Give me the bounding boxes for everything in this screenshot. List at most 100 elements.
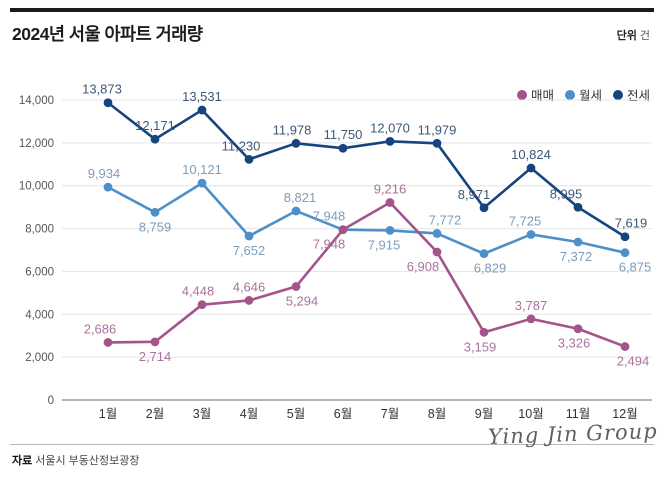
data-label: 11,978 bbox=[273, 122, 312, 137]
data-point bbox=[103, 98, 113, 108]
source-note-text: 서울시 부동산정보광장 bbox=[35, 455, 140, 467]
data-label: 8,821 bbox=[284, 190, 317, 205]
legend-dot-icon bbox=[612, 89, 623, 100]
source-note-bold: 자료 bbox=[12, 455, 33, 467]
data-label: 4,646 bbox=[233, 279, 266, 294]
source-note: 자료 서울시 부동산정보광장 bbox=[12, 452, 140, 468]
series-line-1 bbox=[107, 101, 626, 238]
data-label: 4,448 bbox=[182, 284, 215, 299]
data-label: 9,216 bbox=[374, 182, 407, 197]
legend-dot-icon bbox=[516, 89, 527, 100]
data-point bbox=[385, 136, 395, 146]
data-point bbox=[573, 202, 583, 212]
data-label: 8,995 bbox=[550, 186, 583, 201]
data-point bbox=[479, 203, 489, 213]
data-point bbox=[620, 342, 630, 351]
data-point bbox=[150, 337, 160, 347]
y-tick-label: 8,000 bbox=[25, 224, 54, 236]
data-label: 6,908 bbox=[407, 259, 440, 274]
data-point bbox=[291, 282, 301, 291]
data-label: 6,875 bbox=[619, 260, 652, 275]
data-label: 7,619 bbox=[615, 216, 648, 231]
data-point bbox=[197, 105, 207, 115]
data-label: 12,171 bbox=[135, 118, 175, 133]
chart-legend: 매매 월세 전세 bbox=[516, 85, 650, 104]
data-label: 13,873 bbox=[82, 82, 122, 97]
legend-dot-icon bbox=[564, 89, 575, 100]
data-point bbox=[244, 154, 254, 164]
data-point bbox=[150, 134, 160, 144]
y-tick-label: 14,000 bbox=[19, 95, 54, 107]
y-tick-label: 10,000 bbox=[19, 181, 54, 193]
x-tick-label: 7월 bbox=[381, 407, 399, 421]
data-point bbox=[197, 178, 207, 188]
data-label: 7,725 bbox=[509, 213, 542, 228]
x-tick-label: 2월 bbox=[146, 407, 164, 421]
data-point bbox=[479, 327, 489, 337]
data-point bbox=[385, 198, 395, 207]
data-label: 11,750 bbox=[324, 127, 363, 142]
data-point bbox=[526, 230, 536, 239]
y-tick-label: 4,000 bbox=[25, 309, 54, 321]
data-label: 7,915 bbox=[368, 237, 401, 252]
data-label: 7,948 bbox=[313, 209, 346, 224]
x-tick-label: 3월 bbox=[193, 407, 211, 421]
data-label: 2,714 bbox=[139, 349, 172, 364]
legend-label: 월세 bbox=[578, 89, 602, 103]
page-title: 2024년 서울 아파트 거래량 bbox=[12, 24, 203, 44]
footer-rule bbox=[10, 444, 654, 445]
legend-item-1: 월세 bbox=[564, 85, 602, 104]
data-label: 8,759 bbox=[139, 219, 172, 234]
data-point bbox=[338, 225, 348, 235]
data-point bbox=[338, 143, 348, 153]
legend-label: 매매 bbox=[530, 89, 554, 103]
y-tick-label: 6,000 bbox=[25, 266, 54, 278]
data-label: 11,979 bbox=[418, 122, 457, 137]
data-label: 3,159 bbox=[464, 339, 497, 354]
data-point bbox=[526, 163, 536, 173]
legend-label: 전세 bbox=[626, 89, 650, 103]
y-tick-label: 0 bbox=[48, 395, 54, 407]
data-point bbox=[479, 249, 489, 259]
data-label: 9,934 bbox=[88, 166, 121, 181]
data-point bbox=[244, 296, 254, 305]
data-label: 3,787 bbox=[515, 298, 548, 313]
x-tick-label: 1월 bbox=[99, 407, 117, 421]
data-label: 7,772 bbox=[429, 212, 462, 227]
data-label: 10,121 bbox=[182, 162, 222, 177]
series-line-0 bbox=[107, 181, 626, 255]
data-point bbox=[385, 225, 395, 235]
legend-item-2: 전세 bbox=[612, 85, 650, 104]
data-point bbox=[432, 229, 442, 238]
data-point bbox=[432, 247, 442, 257]
data-point bbox=[291, 206, 301, 216]
data-point bbox=[244, 231, 254, 241]
y-tick-label: 2,000 bbox=[25, 352, 54, 364]
header-rule bbox=[10, 8, 654, 12]
data-label: 7,652 bbox=[233, 243, 266, 258]
data-point bbox=[103, 182, 113, 192]
data-label: 7,948 bbox=[313, 237, 346, 252]
data-point bbox=[103, 338, 113, 347]
data-point bbox=[150, 207, 160, 217]
data-label: 3,326 bbox=[558, 336, 591, 351]
data-label: 6,829 bbox=[474, 261, 507, 276]
x-tick-label: 4월 bbox=[240, 407, 258, 421]
data-label: 8,971 bbox=[458, 187, 491, 202]
series-line-2 bbox=[107, 201, 626, 348]
x-tick-label: 11월 bbox=[566, 407, 590, 421]
x-tick-label: 6월 bbox=[334, 407, 352, 421]
data-label: 13,531 bbox=[182, 89, 222, 104]
x-tick-label: 9월 bbox=[475, 407, 493, 421]
data-point bbox=[197, 300, 207, 310]
data-point bbox=[432, 138, 442, 148]
legend-item-0: 매매 bbox=[516, 85, 554, 104]
data-label: 7,372 bbox=[560, 249, 593, 264]
data-label: 10,824 bbox=[511, 147, 551, 162]
y-tick-label: 12,000 bbox=[19, 138, 54, 150]
unit-label: 단위 건 bbox=[617, 27, 650, 43]
data-label: 12,070 bbox=[370, 120, 410, 135]
data-point bbox=[291, 138, 301, 148]
x-tick-label: 8월 bbox=[428, 407, 446, 421]
